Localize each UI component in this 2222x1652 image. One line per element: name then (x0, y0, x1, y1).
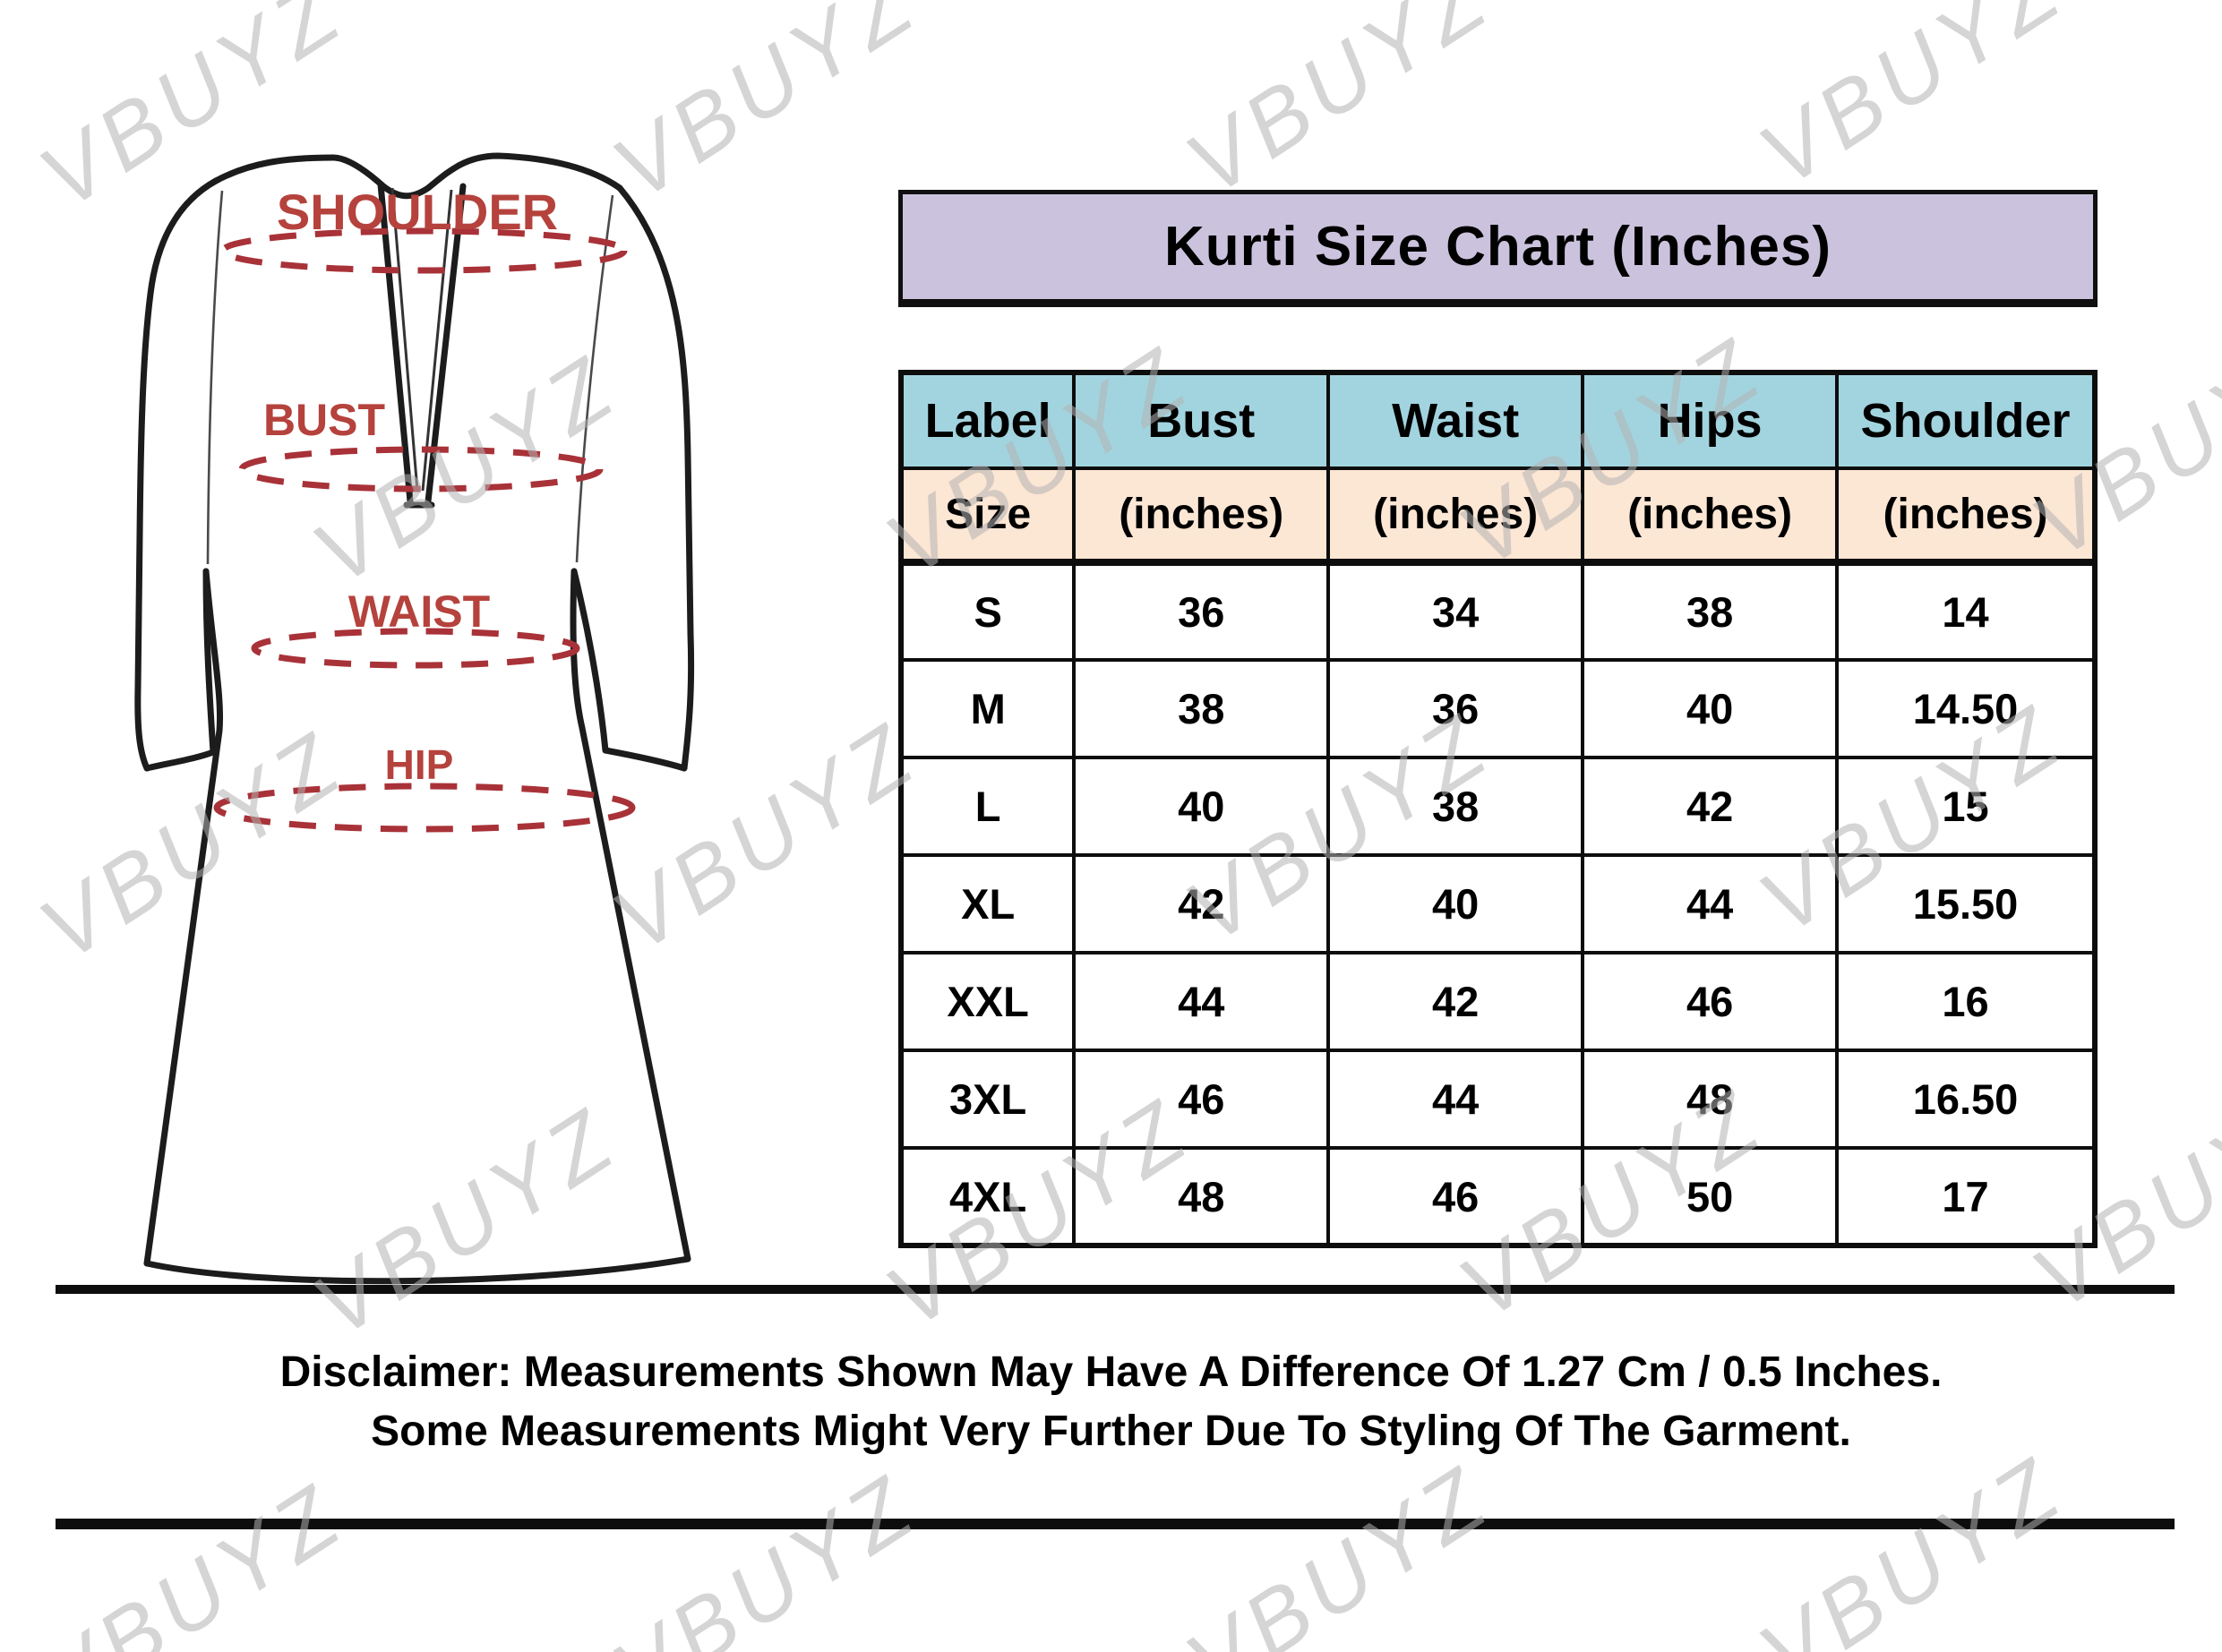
size-cell: M (898, 658, 1077, 759)
table-row: S 36 34 38 14 (898, 561, 2097, 662)
table-row: M 38 36 40 14.50 (898, 658, 2097, 759)
watermark: VBUYZ (1169, 1445, 1508, 1652)
watermark: VBUYZ (1742, 0, 2081, 206)
size-table: Label Bust Waist Hips Shoulder Size (inc… (898, 370, 2098, 1248)
col-header-shoulder: Shoulder (1835, 371, 2097, 470)
bust-cell: 36 (1072, 561, 1331, 662)
hips-cell: 44 (1581, 853, 1840, 954)
size-cell: 3XL (898, 1049, 1077, 1150)
bust-cell: 46 (1072, 1049, 1331, 1150)
size-cell: XL (898, 853, 1077, 954)
bust-label: BUST (263, 395, 385, 445)
bust-cell: 48 (1072, 1146, 1331, 1247)
watermark: VBUYZ (1169, 0, 1508, 215)
shoulder-measure-line (219, 227, 628, 274)
hip-label: HIP (385, 741, 454, 788)
chart-title-banner: Kurti Size Chart (Inches) (898, 190, 2098, 307)
table-row: XL 42 40 44 15.50 (898, 853, 2097, 954)
waist-cell: 40 (1326, 853, 1585, 954)
bust-cell: 38 (1072, 658, 1331, 759)
units-hips: (inches) (1581, 466, 1840, 566)
hips-cell: 46 (1581, 951, 1840, 1052)
hips-cell: 50 (1581, 1146, 1840, 1247)
table-header-row: Label Bust Waist Hips Shoulder (898, 371, 2097, 470)
hips-cell: 38 (1581, 561, 1840, 662)
shoulder-cell: 17 (1835, 1146, 2097, 1247)
divider-top (56, 1285, 2175, 1294)
shoulder-label: SHOULDER (277, 184, 558, 240)
watermark: VBUYZ (22, 1463, 362, 1652)
table-row: 3XL 46 44 48 16.50 (898, 1049, 2097, 1150)
waist-cell: 42 (1326, 951, 1585, 1052)
hips-cell: 48 (1581, 1049, 1840, 1150)
col-header-waist: Waist (1326, 371, 1585, 470)
shoulder-cell: 15.50 (1835, 853, 2097, 954)
disclaimer-line2: Some Measurements Might Very Further Due… (371, 1408, 1851, 1455)
disclaimer: Disclaimer: Measurements Shown May Have … (0, 1343, 2222, 1461)
units-waist: (inches) (1326, 466, 1585, 566)
waist-cell: 46 (1326, 1146, 1585, 1247)
size-cell: 4XL (898, 1146, 1077, 1247)
table-row: L 40 38 42 15 (898, 756, 2097, 857)
table-row: 4XL 48 46 50 17 (898, 1146, 2097, 1247)
bust-measure-line (238, 446, 604, 492)
size-cell: S (898, 561, 1077, 662)
shoulder-cell: 14 (1835, 561, 2097, 662)
bust-cell: 40 (1072, 756, 1331, 857)
waist-cell: 34 (1326, 561, 1585, 662)
table-row: XXL 44 42 46 16 (898, 951, 2097, 1052)
shoulder-cell: 16 (1835, 951, 2097, 1052)
divider-bottom (56, 1519, 2175, 1529)
waist-cell: 38 (1326, 756, 1585, 857)
chart-title: Kurti Size Chart (Inches) (1164, 216, 1832, 278)
shoulder-cell: 15 (1835, 756, 2097, 857)
hip-measure-line (213, 783, 636, 833)
waist-cell: 44 (1326, 1049, 1585, 1150)
col-header-label: Label (898, 371, 1077, 470)
waist-label: WAIST (348, 586, 490, 637)
bust-cell: 42 (1072, 853, 1331, 954)
bust-cell: 44 (1072, 951, 1331, 1052)
table-units-row: Size (inches) (inches) (inches) (inches) (898, 466, 2097, 566)
size-cell: XXL (898, 951, 1077, 1052)
waist-measure-line (251, 628, 580, 669)
disclaimer-line1: Disclaimer: Measurements Shown May Have … (279, 1348, 1943, 1396)
units-size: Size (898, 466, 1077, 566)
col-header-bust: Bust (1072, 371, 1331, 470)
kurti-measurement-diagram: SHOULDER BUST WAIST HIP (134, 152, 695, 1285)
hips-cell: 40 (1581, 658, 1840, 759)
hips-cell: 42 (1581, 756, 1840, 857)
watermark: VBUYZ (596, 1454, 935, 1652)
col-header-hips: Hips (1581, 371, 1840, 470)
shoulder-cell: 16.50 (1835, 1049, 2097, 1150)
shoulder-cell: 14.50 (1835, 658, 2097, 759)
size-cell: L (898, 756, 1077, 857)
watermark: VBUYZ (1742, 1436, 2081, 1652)
units-bust: (inches) (1072, 466, 1331, 566)
waist-cell: 36 (1326, 658, 1585, 759)
kurti-outline (134, 152, 695, 1285)
units-shoulder: (inches) (1835, 466, 2097, 566)
